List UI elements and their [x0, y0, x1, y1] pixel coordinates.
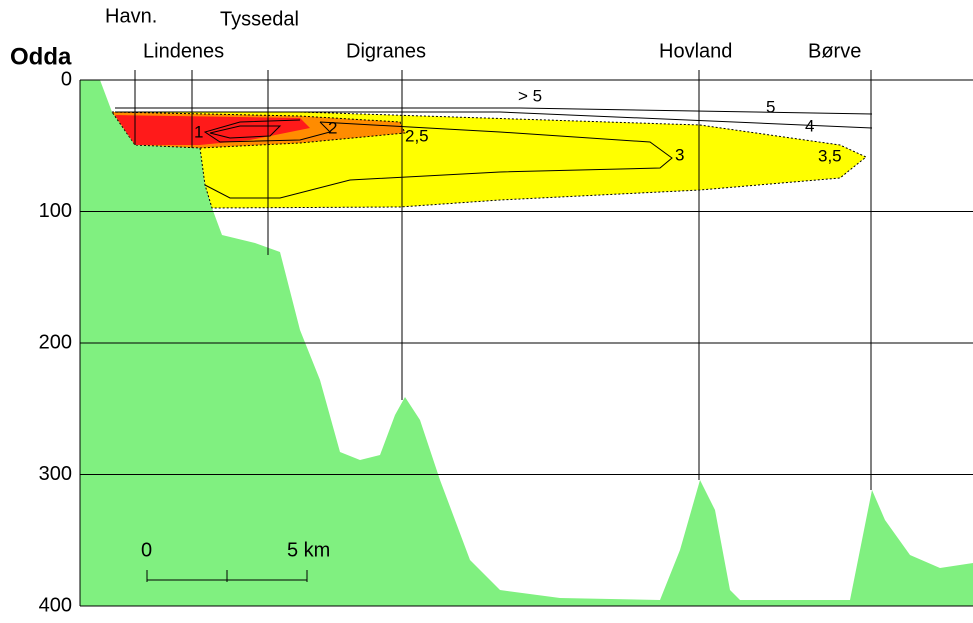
station-label: Havn.	[105, 5, 157, 27]
y-tick-label: 100	[39, 200, 72, 222]
contour-label: 3,5	[818, 146, 842, 165]
contour-line	[209, 125, 282, 139]
contour-line	[204, 121, 673, 199]
contour-label: 2,5	[405, 126, 429, 145]
contour-label: 1	[194, 122, 203, 141]
y-tick-label: 200	[39, 331, 72, 353]
scale-label: 0	[141, 539, 152, 561]
y-tick-label: 300	[39, 463, 72, 485]
contour-label: 5	[766, 97, 775, 116]
contour-label: 2	[328, 118, 337, 137]
station-label: Digranes	[346, 40, 426, 62]
y-tick-label: 0	[61, 68, 72, 90]
station-label: Tyssedal	[220, 8, 299, 30]
station-label: Lindenes	[143, 40, 224, 62]
contour-line	[203, 119, 331, 143]
contour-label: > 5	[518, 86, 542, 105]
contour-line	[115, 111, 873, 129]
contour-label: 4	[805, 116, 814, 135]
y-tick-label: 400	[39, 594, 72, 616]
contour-label: 3	[675, 145, 684, 164]
station-label: Børve	[808, 40, 861, 62]
contour-line	[115, 107, 873, 115]
title: Odda	[10, 43, 72, 70]
scale-label: 5 km	[287, 539, 330, 561]
station-label: Hovland	[659, 40, 732, 62]
